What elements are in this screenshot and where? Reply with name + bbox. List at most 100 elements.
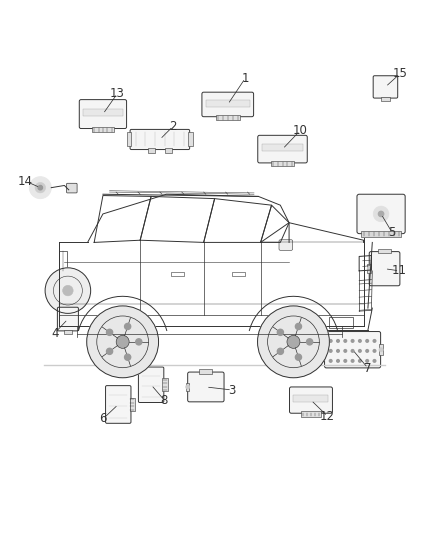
Bar bbox=[64, 329, 72, 334]
Circle shape bbox=[337, 360, 339, 362]
Text: 8: 8 bbox=[161, 393, 168, 407]
Text: 4: 4 bbox=[51, 327, 59, 340]
Circle shape bbox=[366, 340, 368, 342]
Bar bbox=[378, 249, 391, 253]
Circle shape bbox=[38, 185, 42, 190]
Bar bbox=[322, 344, 326, 355]
Circle shape bbox=[287, 335, 300, 348]
Text: 14: 14 bbox=[18, 175, 33, 188]
Bar bbox=[215, 115, 240, 120]
Bar bbox=[361, 231, 401, 237]
Bar bbox=[206, 100, 250, 107]
FancyBboxPatch shape bbox=[57, 307, 78, 331]
Circle shape bbox=[359, 340, 361, 342]
Bar bbox=[165, 148, 172, 152]
Circle shape bbox=[136, 339, 142, 345]
Circle shape bbox=[337, 340, 339, 342]
Bar bbox=[171, 272, 184, 276]
Circle shape bbox=[366, 350, 368, 352]
Bar bbox=[367, 264, 371, 273]
Circle shape bbox=[373, 360, 376, 362]
Circle shape bbox=[367, 266, 371, 271]
Text: 12: 12 bbox=[320, 410, 335, 423]
Text: 5: 5 bbox=[389, 226, 396, 239]
Circle shape bbox=[359, 360, 361, 362]
Bar bbox=[92, 127, 114, 132]
Bar bbox=[186, 383, 189, 391]
Text: 10: 10 bbox=[293, 124, 307, 137]
Circle shape bbox=[35, 182, 46, 193]
Circle shape bbox=[116, 335, 129, 348]
Circle shape bbox=[351, 340, 354, 342]
FancyBboxPatch shape bbox=[357, 194, 405, 233]
Circle shape bbox=[344, 340, 346, 342]
FancyBboxPatch shape bbox=[130, 130, 190, 150]
Circle shape bbox=[277, 329, 283, 335]
FancyBboxPatch shape bbox=[138, 367, 164, 402]
Bar bbox=[262, 144, 304, 151]
Bar bbox=[127, 133, 131, 147]
Circle shape bbox=[307, 339, 313, 345]
Circle shape bbox=[45, 268, 91, 313]
Circle shape bbox=[258, 306, 329, 378]
Text: 15: 15 bbox=[392, 67, 407, 80]
Bar bbox=[271, 161, 294, 166]
Bar bbox=[381, 97, 390, 101]
FancyBboxPatch shape bbox=[187, 372, 224, 402]
Circle shape bbox=[329, 350, 332, 352]
FancyBboxPatch shape bbox=[369, 252, 400, 286]
Circle shape bbox=[29, 177, 51, 199]
Circle shape bbox=[322, 348, 326, 352]
Text: 13: 13 bbox=[110, 87, 125, 100]
Bar bbox=[188, 133, 193, 147]
Text: 1: 1 bbox=[241, 71, 249, 85]
Circle shape bbox=[379, 348, 383, 352]
Bar bbox=[148, 148, 155, 152]
Circle shape bbox=[106, 329, 113, 335]
FancyBboxPatch shape bbox=[202, 92, 254, 117]
Bar bbox=[83, 109, 123, 116]
Circle shape bbox=[186, 385, 190, 389]
Text: 2: 2 bbox=[169, 120, 177, 133]
Circle shape bbox=[359, 350, 361, 352]
Circle shape bbox=[106, 348, 113, 354]
Circle shape bbox=[295, 324, 301, 329]
Circle shape bbox=[124, 324, 131, 329]
Bar bbox=[130, 398, 135, 411]
Circle shape bbox=[329, 340, 332, 342]
Circle shape bbox=[329, 360, 332, 362]
Circle shape bbox=[124, 354, 131, 360]
FancyBboxPatch shape bbox=[373, 76, 398, 98]
Circle shape bbox=[344, 350, 346, 352]
Circle shape bbox=[295, 354, 301, 360]
Circle shape bbox=[366, 360, 368, 362]
FancyBboxPatch shape bbox=[67, 183, 77, 193]
FancyBboxPatch shape bbox=[325, 332, 381, 368]
Bar bbox=[199, 369, 212, 374]
Bar bbox=[328, 317, 353, 328]
Circle shape bbox=[337, 350, 339, 352]
Circle shape bbox=[351, 350, 354, 352]
Text: 3: 3 bbox=[229, 384, 236, 397]
Text: 6: 6 bbox=[99, 413, 107, 425]
Text: 7: 7 bbox=[364, 361, 372, 375]
Bar bbox=[379, 344, 383, 355]
Circle shape bbox=[373, 340, 376, 342]
Bar bbox=[293, 395, 328, 402]
Circle shape bbox=[373, 206, 389, 222]
Circle shape bbox=[87, 306, 159, 378]
Bar bbox=[232, 272, 245, 276]
Text: 11: 11 bbox=[392, 264, 407, 277]
Bar bbox=[301, 411, 321, 417]
FancyBboxPatch shape bbox=[79, 100, 127, 128]
Circle shape bbox=[351, 360, 354, 362]
Bar bbox=[59, 251, 67, 271]
Circle shape bbox=[373, 350, 376, 352]
FancyBboxPatch shape bbox=[106, 386, 131, 423]
Circle shape bbox=[277, 348, 283, 354]
FancyBboxPatch shape bbox=[290, 387, 332, 413]
FancyBboxPatch shape bbox=[258, 135, 307, 163]
FancyBboxPatch shape bbox=[279, 240, 293, 251]
Bar bbox=[162, 378, 168, 391]
Circle shape bbox=[344, 360, 346, 362]
